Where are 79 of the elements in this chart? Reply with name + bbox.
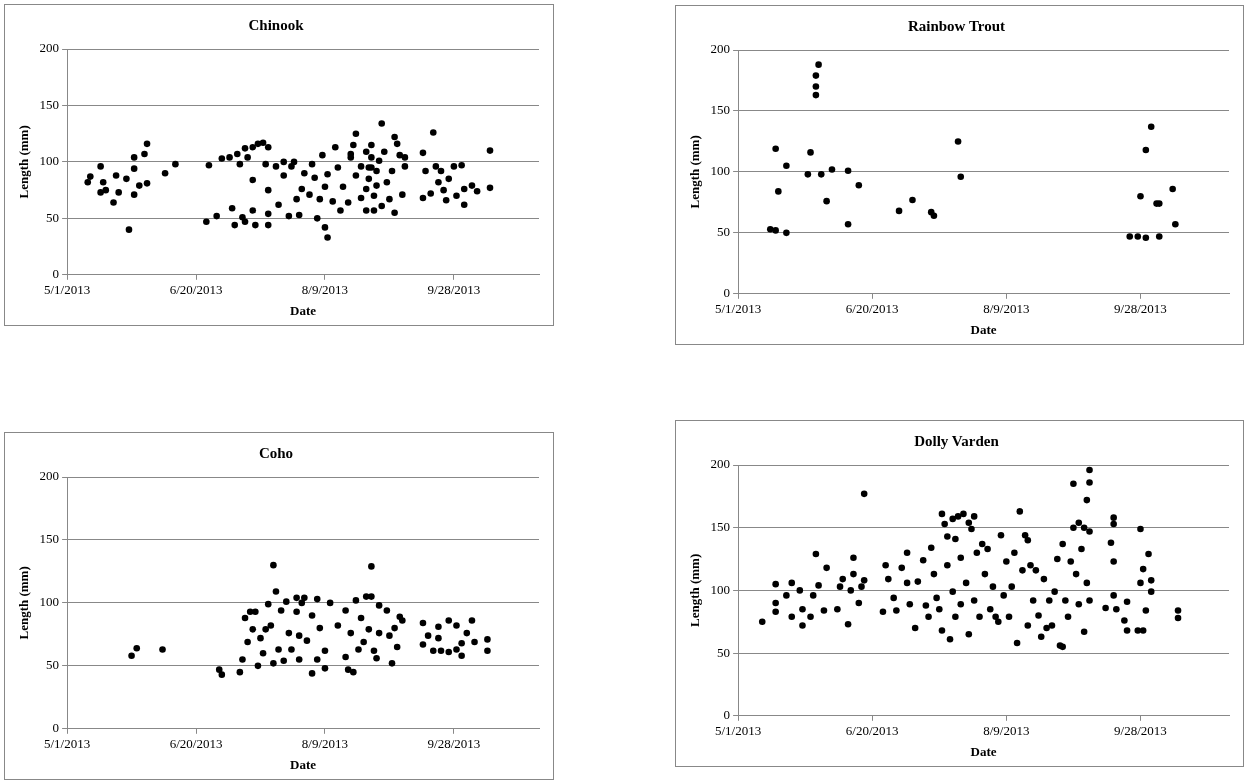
- x-tick-label: 5/1/2013: [43, 282, 91, 298]
- point: [783, 229, 790, 237]
- x-tick-label: 9/28/2013: [427, 736, 481, 752]
- y-tick-label: 50: [717, 224, 731, 240]
- x-tick-label: 6/20/2013: [845, 301, 899, 317]
- point: [772, 145, 779, 153]
- point: [1172, 221, 1179, 228]
- x-tick-label: 5/1/2013: [714, 301, 762, 317]
- point: [817, 171, 825, 178]
- x-tick-label: 6/20/2013: [169, 282, 223, 298]
- y-tick-label: 200: [710, 41, 731, 57]
- point: [930, 212, 938, 220]
- x-tick-label: 5/1/2013: [43, 736, 91, 752]
- y-tick-label: 100: [39, 153, 60, 169]
- point: [812, 91, 820, 99]
- point: [804, 171, 812, 178]
- point: [1134, 233, 1142, 240]
- x-tick-label: 9/28/2013: [1114, 301, 1167, 317]
- x-tick-label: 8/9/2013: [983, 301, 1030, 317]
- y-axis-title: Length (mm): [687, 135, 703, 209]
- point: [855, 182, 863, 189]
- point: [815, 61, 822, 68]
- x-tick-label: 5/1/2013: [714, 723, 762, 739]
- y-axis-title: Length (mm): [687, 553, 703, 628]
- x-tick-label: 6/20/2013: [169, 736, 223, 752]
- point: [823, 197, 830, 205]
- x-tick-label: 6/20/2013: [845, 723, 899, 739]
- point: [812, 83, 820, 90]
- point: [954, 138, 962, 145]
- x-axis-title: Date: [290, 302, 317, 318]
- y-tick-label: 150: [710, 519, 731, 535]
- x-axis-title: Date: [290, 756, 317, 772]
- y-tick-label: 100: [710, 581, 731, 597]
- y-axis-title: Length (mm): [16, 125, 32, 199]
- y-tick-label: 0: [723, 707, 731, 723]
- point: [957, 173, 965, 181]
- point: [844, 221, 852, 228]
- point: [772, 227, 779, 234]
- point: [1147, 123, 1155, 131]
- point: [909, 196, 916, 204]
- chart-title: Chinook: [248, 16, 305, 33]
- point: [807, 149, 814, 156]
- point: [1142, 234, 1150, 242]
- x-axis-title: Date: [970, 321, 997, 337]
- point: [1155, 233, 1163, 240]
- x-tick-label: 9/28/2013: [427, 282, 481, 298]
- y-tick-label: 0: [52, 720, 60, 736]
- x-axis-title: Date: [970, 743, 997, 759]
- point: [895, 207, 903, 215]
- point: [1169, 185, 1176, 193]
- point: [828, 166, 836, 173]
- chart-title: Dolly Varden: [914, 432, 1000, 449]
- chart-title: Rainbow Trout: [907, 17, 1006, 34]
- y-tick-label: 150: [39, 96, 60, 112]
- y-axis-title: Length (mm): [16, 566, 32, 640]
- y-tick-label: 100: [39, 594, 60, 610]
- y-tick-label: 200: [710, 456, 731, 472]
- y-tick-label: 50: [717, 644, 731, 660]
- y-tick-label: 150: [39, 531, 60, 547]
- y-tick-label: 50: [46, 657, 60, 673]
- chart-title: Coho: [258, 444, 294, 461]
- y-tick-label: 0: [52, 266, 60, 282]
- y-tick-label: 50: [46, 209, 60, 225]
- y-tick-label: 200: [39, 40, 60, 56]
- y-tick-label: 0: [723, 285, 731, 301]
- point: [812, 72, 820, 79]
- x-tick-label: 8/9/2013: [301, 282, 349, 298]
- point: [1126, 233, 1134, 240]
- point: [1142, 146, 1150, 154]
- point: [783, 162, 790, 170]
- y-tick-label: 200: [39, 468, 60, 484]
- x-tick-label: 9/28/2013: [1114, 723, 1167, 739]
- y-tick-label: 150: [710, 102, 731, 118]
- point: [1137, 192, 1144, 200]
- y-tick-label: 100: [710, 163, 731, 179]
- x-tick-label: 8/9/2013: [983, 723, 1030, 739]
- point: [775, 188, 782, 195]
- x-tick-label: 8/9/2013: [301, 736, 349, 752]
- point: [844, 167, 852, 174]
